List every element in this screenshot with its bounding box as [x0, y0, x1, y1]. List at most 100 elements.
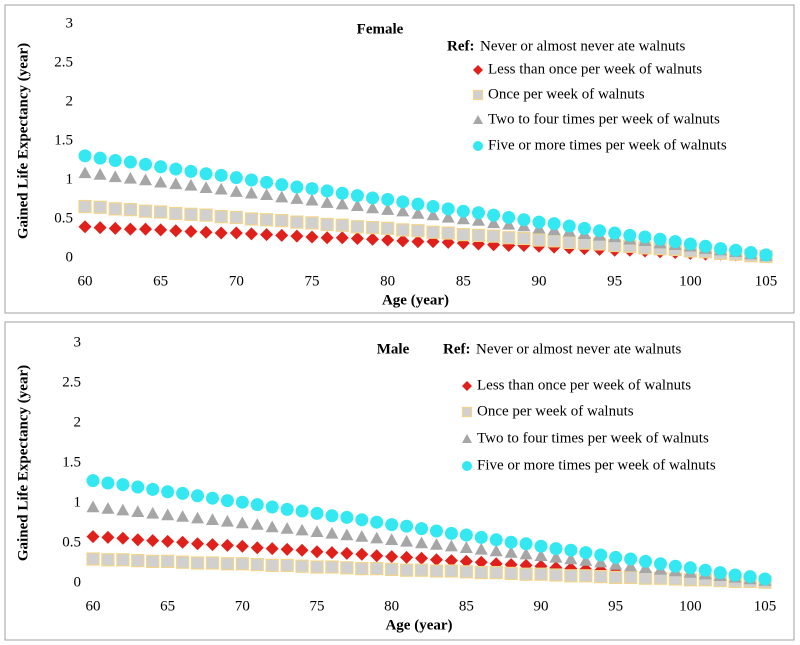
circle-point: [593, 224, 607, 238]
y-tick-label: 1.5: [62, 454, 81, 470]
circle-point: [370, 515, 384, 529]
circle-point: [325, 509, 339, 523]
triangle-point: [184, 178, 198, 191]
diamond-point: [191, 537, 205, 551]
square-point: [411, 224, 425, 238]
triangle-point: [176, 510, 190, 522]
y-tick-label: 1: [66, 171, 74, 187]
diamond-point: [250, 541, 264, 555]
square-point: [459, 565, 473, 579]
square-point: [190, 556, 205, 570]
triangle-point: [116, 503, 130, 516]
triangle-point: [624, 559, 638, 572]
circle-point: [519, 537, 533, 551]
square-point: [176, 555, 190, 569]
x-tick-label: 105: [755, 273, 778, 289]
square-point: [235, 557, 249, 571]
circle-point: [123, 155, 137, 169]
series: [86, 474, 772, 586]
triangle-point: [325, 526, 339, 539]
diamond-point: [244, 227, 258, 241]
legend-label: Less than once per week of walnuts: [488, 61, 702, 77]
square-point: [280, 558, 294, 573]
chart-panel: 0 0.5 1 1.5 2 2.5 3 60 65 70 75 80 85 90 95 100 105 Age (…: [4, 321, 795, 641]
diamond-point: [295, 543, 309, 557]
circle-point: [609, 550, 623, 564]
triangle-point: [396, 204, 410, 217]
circle-point: [713, 566, 727, 580]
triangle-point: [519, 547, 533, 560]
square-point: [579, 569, 593, 583]
diamond-point: [101, 530, 115, 544]
triangle-point: [161, 508, 175, 521]
x-tick-label: 95: [607, 273, 622, 289]
circle-point: [489, 533, 503, 547]
square-point: [229, 210, 243, 225]
circle-point: [744, 246, 758, 260]
triangle-point: [86, 500, 100, 513]
circle-point: [385, 518, 399, 532]
circle-point: [381, 193, 395, 206]
triangle-point: [250, 518, 264, 530]
circle-point: [441, 202, 455, 216]
circle-point: [340, 510, 354, 524]
triangle-point: [290, 192, 304, 204]
diamond-point: [310, 545, 324, 559]
triangle-point: [441, 210, 455, 223]
square-point: [146, 554, 160, 569]
legend-marker: [473, 115, 483, 124]
square-point: [220, 557, 234, 571]
legend-label: Less than once per week of walnuts: [477, 377, 691, 393]
square-point: [335, 218, 349, 232]
circle-point: [229, 171, 243, 185]
square-point: [532, 233, 546, 247]
square-point: [161, 554, 175, 569]
square-point: [205, 556, 220, 570]
triangle-point: [191, 511, 205, 524]
triangle-point: [295, 523, 309, 536]
diamond-point: [415, 551, 429, 565]
circle-point: [698, 239, 712, 253]
diamond-point: [280, 542, 294, 556]
x-tick-label: 105: [754, 598, 777, 614]
triangle-point: [579, 554, 593, 566]
diamond-point: [131, 533, 145, 547]
circle-point: [653, 557, 667, 571]
legend-marker: [462, 381, 472, 391]
diamond-point: [205, 538, 219, 552]
x-tick-label: 60: [86, 598, 101, 614]
square-point: [594, 569, 608, 584]
square-point: [549, 568, 563, 582]
circle-point: [191, 489, 205, 503]
square-point: [564, 569, 578, 583]
square-point: [504, 566, 518, 581]
circle-point: [502, 210, 516, 224]
triangle-point: [350, 199, 364, 211]
diamond-point: [335, 231, 349, 245]
legend-note-text: Never or almost never ate walnuts: [480, 38, 686, 54]
triangle-point: [101, 502, 115, 514]
circle-point: [260, 175, 274, 189]
circle-point: [608, 226, 622, 240]
square-point: [325, 560, 339, 574]
square-point: [517, 231, 531, 246]
x-tick-label: 80: [380, 273, 395, 289]
square-point: [101, 553, 115, 567]
triangle-point: [199, 181, 213, 193]
legend-marker: [473, 141, 483, 151]
diamond-point: [350, 232, 364, 245]
x-tick-label: 85: [456, 273, 471, 289]
x-tick-label: 70: [229, 273, 244, 289]
circle-point: [623, 228, 637, 242]
circle-point: [78, 149, 92, 163]
triangle-point: [474, 542, 488, 555]
legend-note: Ref:: [447, 38, 474, 54]
circle-point: [235, 495, 249, 509]
triangle-point: [487, 216, 501, 229]
triangle-point: [265, 520, 279, 533]
square-point: [138, 204, 153, 218]
square-point: [534, 567, 548, 581]
diamond-point: [161, 534, 175, 548]
square-point: [131, 553, 145, 568]
